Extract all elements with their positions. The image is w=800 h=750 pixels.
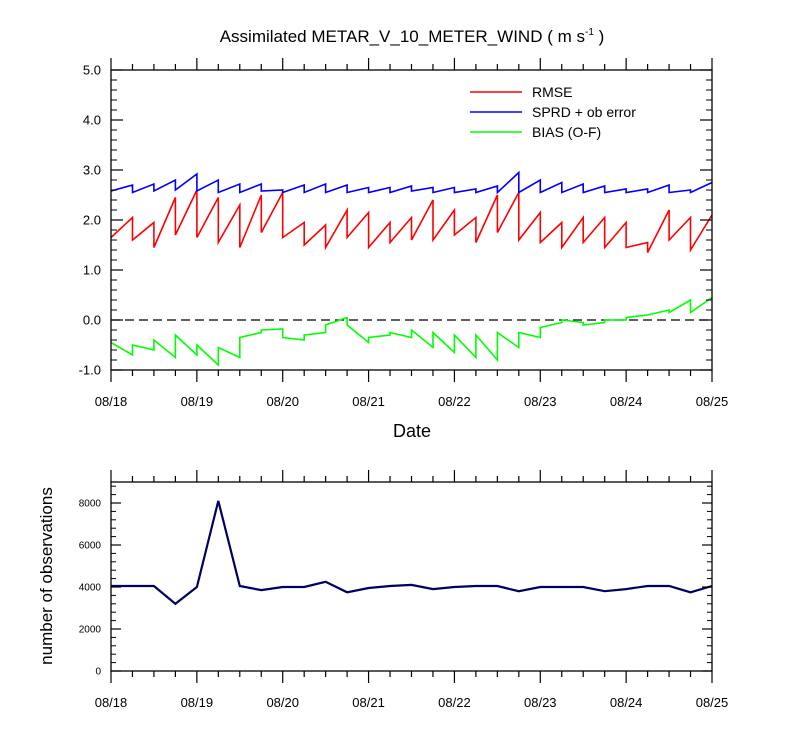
top-series-group [110,170,713,367]
bottom-series-group [111,500,713,606]
x-tick-label: 08/21 [352,394,385,409]
top-x-tick-labels: 08/18 08/19 08/20 08/21 08/22 08/23 08/24 08/25 [95,394,729,409]
bottom-ticks [110,470,713,683]
top-y-tick-labels: -1.0 0.0 1.0 2.0 3.0 4.0 5.0 [79,63,101,378]
top-plot: -1.00.01.02.03.04.05.0 08/18 08/19 08/20 08… [79,58,729,441]
series-line-bias [110,296,713,367]
x-tick-label: 08/21 [352,695,385,710]
y-tick-label: 2000 [79,625,102,636]
legend-label-sprd: SPRD + ob error [532,104,636,120]
chart-title: Assimilated METAR_V_10_METER_WIND ( m s-… [220,27,605,46]
chart-title-superscript: -1 [585,27,594,38]
y-tick-label: -1.0 [79,363,101,378]
legend-label-bias: BIAS (O-F) [532,124,601,140]
bottom-y-tick-labels: 0 2000 4000 6000 8000 [79,499,102,678]
x-tick-label: 08/25 [696,394,729,409]
series-line-sprd [110,170,713,195]
x-tick-label: 08/20 [266,695,299,710]
x-tick-label: 08/22 [438,695,471,710]
y-tick-label: 2.0 [83,213,101,228]
series-line-rmse [110,189,713,253]
x-tick-label: 08/18 [95,695,128,710]
y-tick-label: 4.0 [83,113,101,128]
series-line-obs_line [111,500,713,606]
chart-title-main: Assimilated METAR_V_10_METER_WIND ( m s [220,27,585,46]
x-tick-label: 08/25 [696,695,729,710]
top-ticks [110,58,713,382]
x-tick-label: 08/19 [181,695,214,710]
x-tick-label: 08/23 [524,695,557,710]
x-tick-label: 08/23 [524,394,557,409]
x-tick-label: 08/24 [610,394,643,409]
bottom-x-tick-labels: 08/18 08/19 08/20 08/21 08/22 08/23 08/24 08/25 [95,695,729,710]
x-tick-label: 08/18 [95,394,128,409]
bottom-plot-frame [110,481,713,672]
y-tick-label: 8000 [79,499,102,510]
y-tick-label: 3.0 [83,163,101,178]
x-tick-label: 08/20 [266,394,299,409]
x-tick-label: 08/22 [438,394,471,409]
legend: RMSE SPRD + ob error BIAS (O-F) [470,84,636,140]
legend-label-rmse: RMSE [532,84,572,100]
x-axis-label: Date [393,421,431,441]
y-axis-label-observations: number of observations [37,487,56,665]
x-tick-label: 08/19 [181,394,214,409]
x-tick-label: 08/24 [610,695,643,710]
y-tick-label: 6000 [79,541,102,552]
y-tick-label: 1.0 [83,263,101,278]
y-tick-label: 0 [95,667,101,678]
y-tick-label: 0.0 [83,313,101,328]
y-tick-label: 4000 [79,583,102,594]
y-tick-label: 5.0 [83,63,101,78]
chart-title-end: ) [594,27,604,46]
